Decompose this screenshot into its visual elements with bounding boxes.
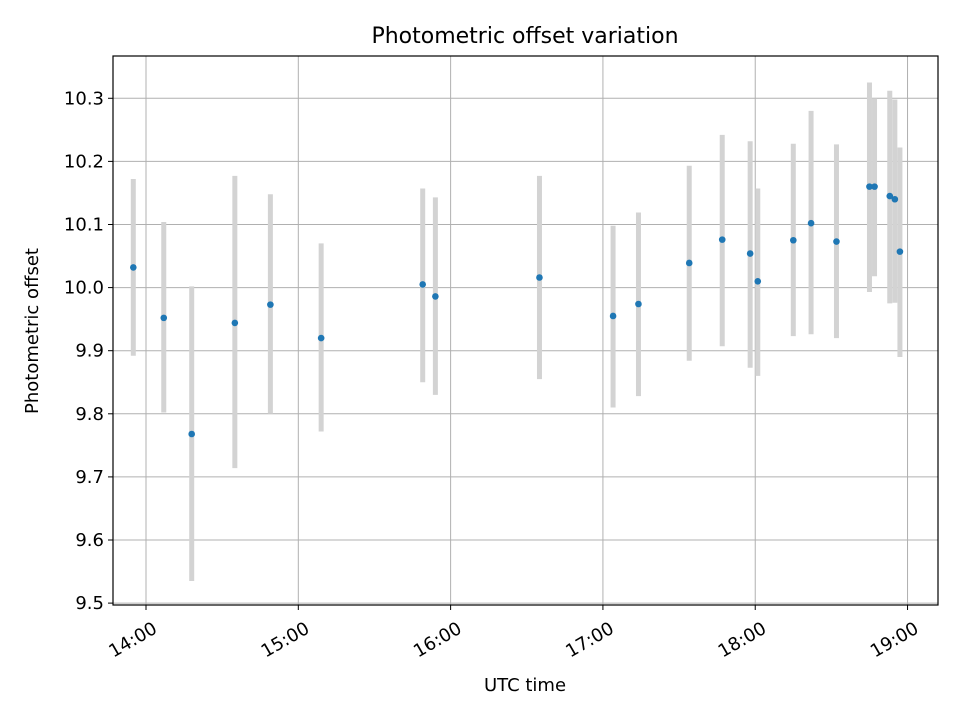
data-point <box>160 314 168 322</box>
chart-title: Photometric offset variation <box>371 24 678 49</box>
x-tick-label: 19:00 <box>867 618 922 662</box>
x-tick-label: 17:00 <box>562 618 617 662</box>
y-tick-label: 10.3 <box>64 88 104 109</box>
data-point <box>891 195 899 203</box>
data-point <box>609 312 617 320</box>
y-tick-label: 9.8 <box>75 404 104 425</box>
data-point <box>317 334 325 342</box>
x-tick-label: 14:00 <box>105 618 160 662</box>
data-point <box>754 277 762 285</box>
data-point <box>685 259 693 267</box>
y-tick-label: 10.0 <box>64 278 104 299</box>
grid-lines <box>113 56 938 605</box>
data-point <box>419 281 426 288</box>
x-tick-label: 18:00 <box>715 618 770 662</box>
data-point <box>807 219 815 227</box>
y-tick-label: 9.6 <box>75 530 104 551</box>
data-point <box>896 248 904 255</box>
data-point <box>886 192 894 200</box>
plot-frame <box>112 55 939 606</box>
data-point <box>746 250 754 257</box>
data-point <box>635 300 642 308</box>
data-point <box>231 319 239 327</box>
data-point <box>267 301 274 308</box>
error-bars <box>130 82 903 582</box>
data-point <box>718 236 726 243</box>
x-tick-label: 15:00 <box>258 618 313 662</box>
x-tick-label: 16:00 <box>410 618 465 662</box>
y-tick-label: 9.9 <box>75 341 104 362</box>
x-axis-label: UTC time <box>484 675 566 696</box>
data-point <box>833 238 840 245</box>
data-point <box>536 274 543 281</box>
data-point <box>790 236 797 244</box>
data-points <box>130 183 904 438</box>
y-axis-label: Photometric offset <box>22 248 43 414</box>
y-tick-label: 9.5 <box>75 593 104 614</box>
data-point <box>432 293 439 300</box>
data-point <box>188 430 195 438</box>
data-point <box>866 183 873 190</box>
data-point <box>871 183 878 190</box>
data-point <box>130 264 137 271</box>
y-tick-label: 9.7 <box>75 467 104 488</box>
y-tick-label: 10.1 <box>64 214 104 235</box>
y-tick-label: 10.2 <box>64 151 104 172</box>
